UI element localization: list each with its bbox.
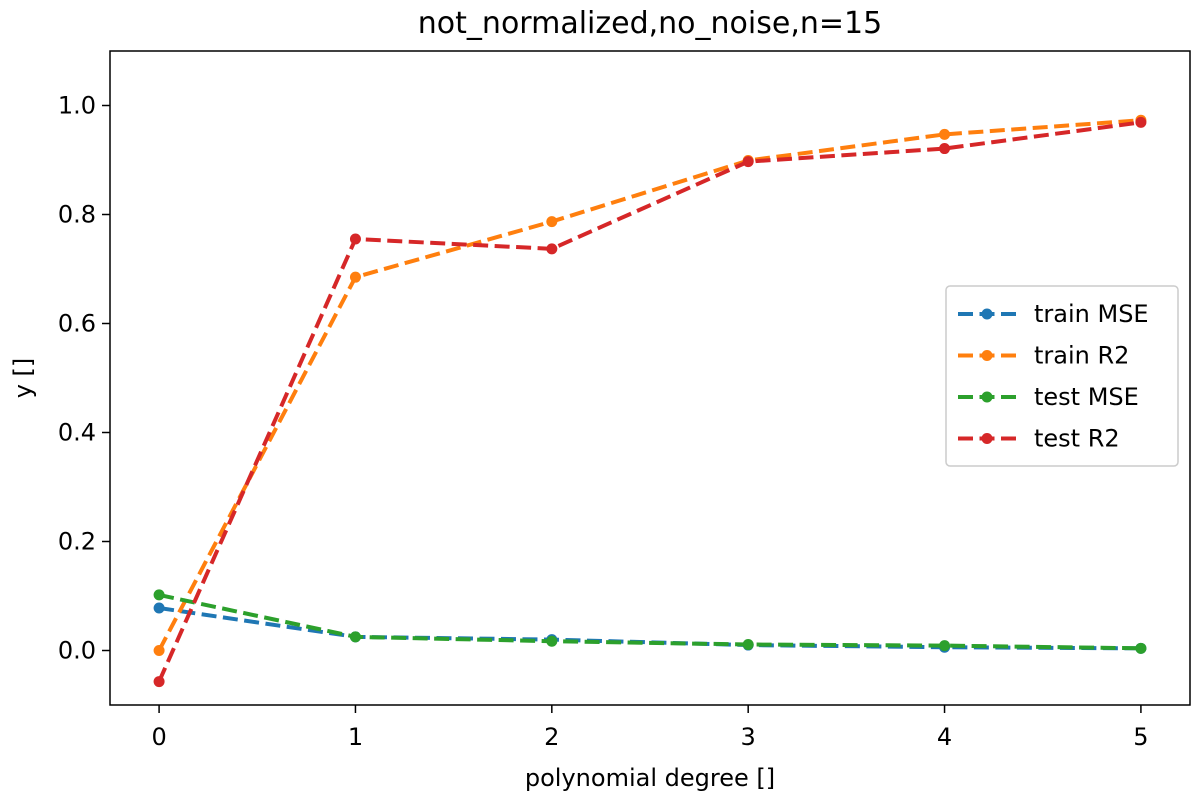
series-line-train-r2 [157,118,1142,652]
legend-marker-test-mse [981,391,993,403]
y-tick-label-4: 0.8 [58,201,96,229]
data-point-test-mse-4 [939,640,951,652]
legend-marker-train-r2 [981,350,993,361]
data-point-test-r2-2 [546,243,558,255]
legend-box [945,285,1179,467]
legend: train MSE train R2 test MSE test R2 [945,285,1179,467]
y-tick-label-5: 1.0 [58,92,96,120]
x-tick-label-1: 1 [348,723,363,751]
data-point-train-mse-0 [153,602,165,614]
data-point-test-r2-3 [742,156,754,168]
data-point-test-mse-3 [742,639,754,651]
x-tick-label-2: 2 [544,723,559,751]
legend-label-train-r2: train R2 [1034,342,1129,370]
data-point-test-r2-1 [349,233,361,245]
data-point-test-r2-0 [153,676,165,688]
plot-area [153,114,1147,688]
y-tick-label-2: 0.4 [58,419,96,447]
x-tick-label-4: 4 [937,723,952,751]
legend-label-test-r2: test R2 [1034,425,1120,453]
data-point-test-mse-5 [1135,642,1147,654]
x-axis-label: polynomial degree [] [525,764,775,792]
x-tick-label-0: 0 [151,723,166,751]
legend-marker-train-mse [981,308,993,320]
data-point-train-r2-1 [349,271,361,283]
data-point-test-mse-0 [153,589,165,601]
y-tick-label-3: 0.6 [58,310,96,338]
data-point-test-r2-5 [1135,116,1147,128]
data-point-train-r2-4 [939,128,951,140]
chart-title: not_normalized,no_noise,n=15 [418,6,882,41]
legend-label-train-mse: train MSE [1034,300,1149,328]
x-tick-label-3: 3 [741,723,756,751]
legend-label-test-mse: test MSE [1034,383,1139,411]
y-tick-label-0: 0.0 [58,637,96,665]
data-point-test-mse-2 [546,635,558,647]
axis-ticks: 0 1 2 3 4 5 0.0 0.2 0.4 0.6 0.8 1.0 [58,92,1149,752]
legend-marker-test-r2 [981,433,993,444]
series-line-test-mse [158,592,1141,651]
plot-frame [109,50,1191,706]
data-point-test-mse-1 [349,631,361,643]
data-point-train-r2-2 [546,216,558,228]
y-axis-label: y [] [9,358,37,399]
x-tick-label-5: 5 [1133,723,1148,751]
data-point-train-r2-0 [153,645,165,656]
series-line-test-r2 [157,120,1142,683]
y-tick-label-1: 0.2 [58,528,96,556]
data-point-test-r2-4 [939,143,951,155]
